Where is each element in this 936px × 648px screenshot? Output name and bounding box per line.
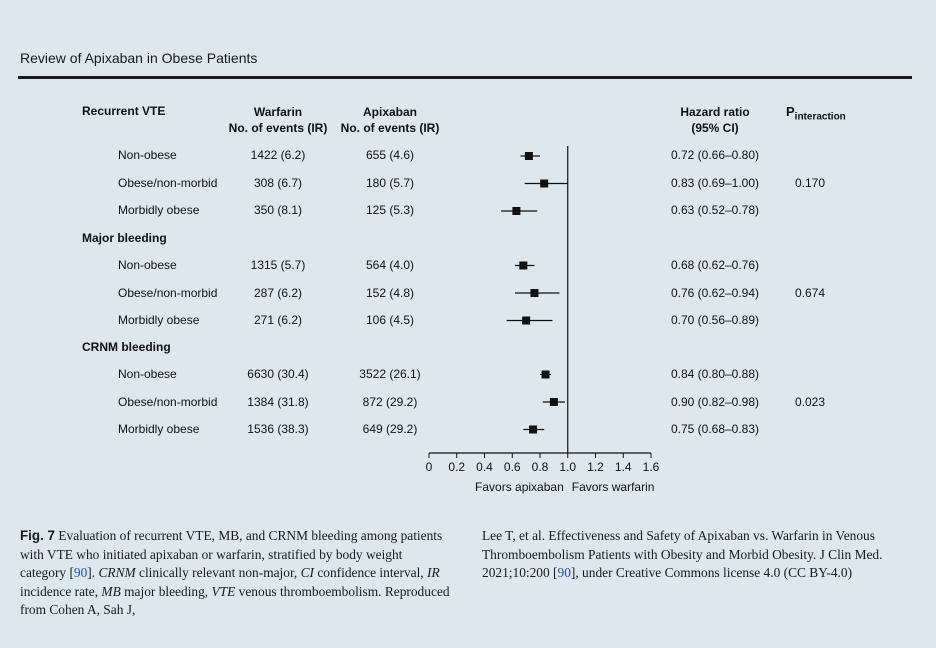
row-label: Morbidly obese	[118, 313, 200, 327]
caption-def-crnm: clinically relevant non-major,	[135, 565, 301, 581]
hazard-ratio-value: 0.83 (0.69–1.00)	[670, 175, 760, 190]
hr-point-marker	[522, 316, 531, 325]
caption-ref-link-1[interactable]: 90	[73, 565, 88, 581]
hazard-ratio-value: 0.63 (0.52–0.78)	[670, 203, 760, 217]
x-tick-label: 1.6	[643, 460, 660, 474]
col-head-apixaban-line1: Apixaban	[362, 105, 417, 119]
caption-def-vte: venous thromboembolism. Reproduced from …	[20, 583, 450, 618]
row-label: Morbidly obese	[118, 422, 200, 436]
section-title: Recurrent VTE	[82, 104, 166, 118]
hazard-ratio-value: 0.84 (0.80–0.88)	[670, 367, 760, 381]
p-interaction-value: 0.170	[794, 175, 826, 190]
warfarin-events: 1384 (31.8)	[247, 394, 309, 409]
caption-abbr-ci: CI	[300, 565, 314, 581]
col-head-p-interaction: Pinteraction	[786, 104, 856, 125]
col-head-hazard-ratio: Hazard ratio (95% CI)	[650, 104, 780, 136]
apixaban-events: 152 (4.8)	[365, 285, 415, 300]
caption-def-ci: confidence interval,	[313, 565, 428, 581]
col-head-hr-line1: Hazard ratio	[680, 105, 750, 119]
col-head-warfarin: Warfarin No. of events (IR)	[218, 104, 338, 136]
hr-point-marker	[524, 152, 533, 160]
hazard-ratio-value: 0.76 (0.62–0.94)	[670, 285, 760, 300]
caption-abbr-ir: IR	[427, 565, 440, 581]
x-tick-label: 0.2	[448, 460, 465, 474]
col-head-warfarin-line2: No. of events (IR)	[228, 121, 328, 135]
col-head-p-main: P	[786, 104, 795, 119]
apixaban-events: 106 (4.5)	[365, 313, 415, 327]
caption-fig-label: Fig. 7	[20, 528, 55, 543]
col-head-p-sub: interaction	[794, 111, 846, 123]
hr-point-marker	[540, 179, 549, 188]
p-interaction-value: 0.023	[794, 394, 826, 409]
x-tick-label: 0.4	[476, 460, 493, 474]
warfarin-events: 1422 (6.2)	[250, 148, 306, 162]
row-label: Morbidly obese	[118, 203, 200, 217]
caption-def-mb: major bleeding,	[120, 583, 212, 599]
warfarin-events: 350 (8.1)	[253, 203, 303, 217]
warfarin-events: 287 (6.2)	[253, 285, 303, 300]
caption-left: Fig. 7 Evaluation of recurrent VTE, MB, …	[20, 527, 450, 620]
hazard-ratio-value: 0.72 (0.66–0.80)	[670, 148, 760, 162]
apixaban-events: 180 (5.7)	[365, 175, 415, 190]
caption-abbr-crnm: CRNM	[98, 565, 136, 581]
hr-point-marker	[530, 289, 539, 297]
apixaban-events: 564 (4.0)	[365, 258, 415, 272]
x-tick-label: 1.4	[615, 460, 632, 474]
caption-abbr-mb: MB	[101, 583, 121, 599]
row-label: Obese/non-morbid	[118, 175, 218, 190]
col-head-apixaban: Apixaban No. of events (IR)	[330, 104, 450, 136]
hazard-ratio-value: 0.68 (0.62–0.76)	[670, 258, 760, 272]
apixaban-events: 3522 (26.1)	[359, 367, 421, 381]
caption-ref-link-2[interactable]: 90	[557, 565, 571, 581]
header-rule	[18, 76, 912, 79]
col-head-warfarin-line1: Warfarin	[253, 105, 303, 119]
caption-def-ir: incidence rate,	[20, 583, 102, 599]
x-tick-label: 0	[426, 460, 433, 474]
hazard-ratio-value: 0.75 (0.68–0.83)	[670, 422, 760, 436]
warfarin-events: 6630 (30.4)	[247, 367, 309, 381]
hr-point-marker	[541, 370, 550, 379]
x-tick-label: 0.6	[504, 460, 521, 474]
section-title: CRNM bleeding	[82, 340, 171, 354]
hazard-ratio-value: 0.90 (0.82–0.98)	[670, 394, 760, 409]
section-title: Major bleeding	[82, 231, 167, 245]
hr-point-marker	[529, 425, 538, 434]
x-tick-label: 0.8	[532, 460, 549, 474]
row-label: Non-obese	[118, 367, 177, 381]
apixaban-events: 125 (5.3)	[365, 203, 415, 217]
apixaban-events: 872 (29.2)	[362, 394, 418, 409]
warfarin-events: 308 (6.7)	[253, 175, 303, 190]
figure-header-title: Review of Apixaban in Obese Patients	[20, 50, 258, 66]
hr-point-marker	[519, 261, 528, 270]
apixaban-events: 655 (4.6)	[365, 148, 415, 162]
row-label: Non-obese	[118, 258, 177, 272]
x-tick-label: 1.2	[587, 460, 604, 474]
apixaban-events: 649 (29.2)	[362, 422, 418, 436]
row-label: Obese/non-morbid	[118, 394, 218, 409]
warfarin-events: 1536 (38.3)	[247, 422, 309, 436]
col-head-apixaban-line2: No. of events (IR)	[340, 121, 440, 135]
caption-text-2: ].	[87, 565, 99, 581]
x-label-favors-apixaban: Favors apixaban	[475, 480, 564, 494]
caption-text-1: Evaluation of recurrent VTE, MB, and CRN…	[20, 528, 443, 581]
p-interaction-value: 0.674	[794, 285, 826, 300]
warfarin-events: 271 (6.2)	[253, 313, 303, 327]
caption-abbr-vte: VTE	[211, 583, 236, 599]
caption-right-text-1: Lee T, et al. Effectiveness and Safety o…	[482, 528, 883, 581]
hazard-ratio-value: 0.70 (0.56–0.89)	[670, 313, 760, 327]
caption-right-text-2: ], under Creative Commons license 4.0 (C…	[570, 565, 853, 581]
warfarin-events: 1315 (5.7)	[250, 258, 306, 272]
row-label: Non-obese	[118, 148, 177, 162]
col-head-hr-line2: (95% CI)	[691, 121, 739, 135]
hr-point-marker	[512, 207, 521, 215]
hr-point-marker	[549, 398, 558, 406]
row-label: Obese/non-morbid	[118, 285, 218, 300]
caption-right: Lee T, et al. Effectiveness and Safety o…	[482, 527, 912, 583]
x-tick-label: 1.0	[559, 460, 576, 474]
x-label-favors-warfarin: Favors warfarin	[572, 480, 655, 494]
